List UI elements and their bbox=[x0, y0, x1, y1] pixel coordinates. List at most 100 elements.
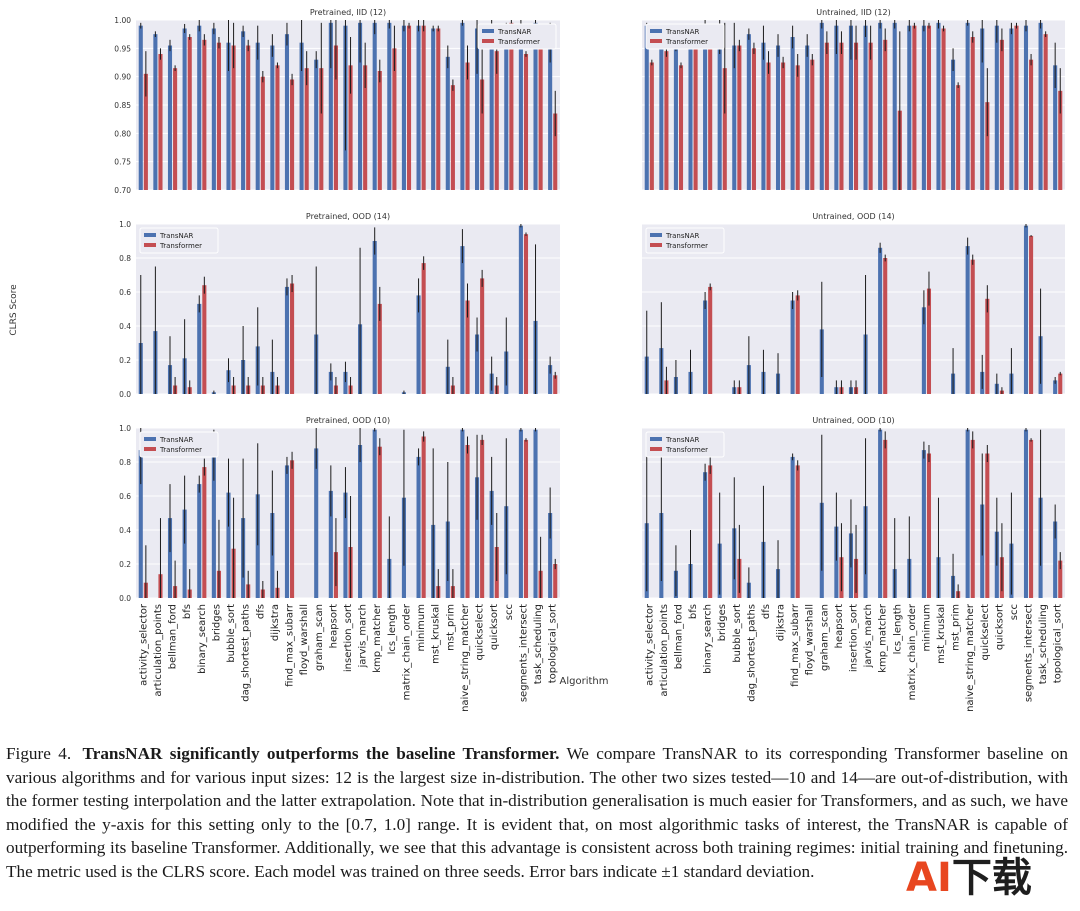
bar-transformer bbox=[708, 286, 713, 394]
bar-transformer bbox=[553, 564, 558, 598]
bar-transnar bbox=[732, 45, 737, 190]
x-tick-label: scc bbox=[1009, 604, 1020, 620]
bar-transformer bbox=[824, 42, 829, 190]
bar-transformer bbox=[708, 465, 713, 598]
panel-title: Untrained, OOD (14) bbox=[812, 212, 894, 221]
bar-transformer bbox=[766, 62, 771, 190]
bar-transnar bbox=[372, 241, 377, 394]
bar-transnar bbox=[703, 25, 708, 190]
x-tick-label: binary_search bbox=[197, 604, 208, 674]
bar-transnar bbox=[211, 455, 216, 598]
bar-transnar bbox=[1009, 28, 1014, 190]
x-tick-label: bridges bbox=[211, 604, 222, 641]
bar-transformer bbox=[781, 62, 786, 190]
bar-transnar bbox=[489, 25, 494, 190]
bar-transformer bbox=[436, 28, 441, 190]
bar-transnar bbox=[1023, 225, 1029, 394]
bar-transformer bbox=[304, 68, 309, 190]
bar-transnar bbox=[936, 22, 941, 191]
bar-transnar bbox=[197, 303, 202, 394]
caption-figure-number: Figure 4. bbox=[6, 744, 72, 763]
bar-transnar bbox=[255, 42, 260, 190]
bar-transformer bbox=[202, 467, 207, 598]
bar-transformer bbox=[926, 288, 932, 394]
bar-transformer bbox=[377, 446, 382, 598]
y-tick-label: 0.85 bbox=[114, 101, 131, 110]
legend-label-transnar: TransNAR bbox=[497, 28, 532, 36]
bar-transformer bbox=[246, 45, 251, 190]
bar-transnar bbox=[474, 334, 480, 394]
y-axis-label: CLRS Score bbox=[9, 284, 19, 336]
x-tick-label: topological_sort bbox=[548, 604, 559, 683]
bar-transnar bbox=[834, 25, 839, 190]
bar-transnar bbox=[182, 28, 187, 190]
x-tick-label: quickselect bbox=[980, 604, 991, 661]
site-watermark-logo: AI下载 bbox=[906, 856, 1032, 900]
x-tick-label: quicksort bbox=[489, 604, 500, 650]
bar-transnar bbox=[299, 42, 304, 190]
y-tick-label: 0.90 bbox=[114, 73, 131, 82]
bar-transnar bbox=[892, 22, 897, 191]
x-tick-label: mst_kruskal bbox=[936, 604, 947, 664]
legend-label-transformer: Transformer bbox=[159, 242, 202, 250]
bar-transnar bbox=[819, 22, 824, 191]
bar-transformer bbox=[523, 439, 529, 598]
x-tick-label: bridges bbox=[717, 604, 728, 641]
bar-transnar bbox=[518, 25, 523, 190]
bar-transnar bbox=[460, 246, 465, 394]
x-tick-label: task_scheduling bbox=[533, 604, 544, 684]
bar-transformer bbox=[926, 25, 932, 190]
bar-transformer bbox=[970, 37, 975, 190]
bar-transnar bbox=[489, 490, 494, 598]
bar-transformer bbox=[333, 45, 338, 190]
legend-label-transnar: TransNAR bbox=[665, 436, 700, 444]
y-tick-label: 0.0 bbox=[119, 390, 131, 399]
legend-label-transformer: Transformer bbox=[665, 242, 708, 250]
bar-transnar bbox=[907, 25, 912, 190]
bar-transnar bbox=[790, 37, 795, 190]
y-tick-label: 1.0 bbox=[119, 424, 131, 433]
bar-transformer bbox=[377, 303, 382, 394]
bar-transformer bbox=[553, 375, 558, 394]
watermark-part2: 下载 bbox=[951, 855, 1032, 901]
x-tick-label: mst_prim bbox=[445, 604, 456, 651]
bar-transnar bbox=[863, 25, 868, 190]
bar-transnar bbox=[401, 25, 406, 190]
x-tick-label: scc bbox=[504, 604, 515, 620]
bar-transnar bbox=[431, 28, 436, 190]
legend-label-transnar: TransNAR bbox=[159, 232, 194, 240]
x-tick-label: dag_shortest_paths bbox=[241, 604, 252, 702]
bar-transformer bbox=[1043, 34, 1048, 190]
bar-transnar bbox=[688, 28, 693, 190]
bar-transformer bbox=[187, 37, 192, 190]
bar-transnar bbox=[504, 28, 509, 190]
y-tick-label: 1.0 bbox=[119, 220, 131, 229]
x-tick-label: jarvis_march bbox=[358, 604, 369, 669]
x-tick-label: articulation_points bbox=[153, 604, 164, 697]
y-tick-label: 0.95 bbox=[114, 44, 131, 53]
bar-transnar bbox=[878, 429, 883, 598]
legend-swatch-transnar bbox=[482, 29, 494, 33]
bar-transformer bbox=[465, 62, 470, 190]
x-tick-label: lcs_length bbox=[892, 604, 903, 654]
x-tick-label: insertion_sort bbox=[343, 604, 354, 672]
bar-transnar bbox=[533, 429, 538, 598]
bar-transformer bbox=[868, 42, 873, 190]
legend-swatch-transnar bbox=[144, 437, 156, 441]
bar-transformer bbox=[421, 25, 426, 190]
legend-swatch-transformer bbox=[650, 447, 662, 451]
bar-transnar bbox=[284, 286, 290, 394]
bar-transnar bbox=[878, 247, 883, 394]
bar-transformer bbox=[158, 54, 163, 190]
bar-transformer bbox=[538, 34, 543, 190]
bar-transnar bbox=[994, 25, 999, 190]
x-tick-label: kmp_matcher bbox=[372, 603, 383, 673]
bar-transnar bbox=[138, 450, 143, 598]
x-tick-label: naive_string_matcher bbox=[965, 603, 976, 712]
bar-transnar bbox=[717, 37, 722, 190]
bar-transnar bbox=[372, 22, 377, 191]
bar-transformer bbox=[708, 39, 713, 191]
bar-transnar bbox=[548, 365, 553, 394]
y-tick-label: 0.2 bbox=[119, 356, 131, 365]
bar-transformer bbox=[883, 258, 888, 394]
